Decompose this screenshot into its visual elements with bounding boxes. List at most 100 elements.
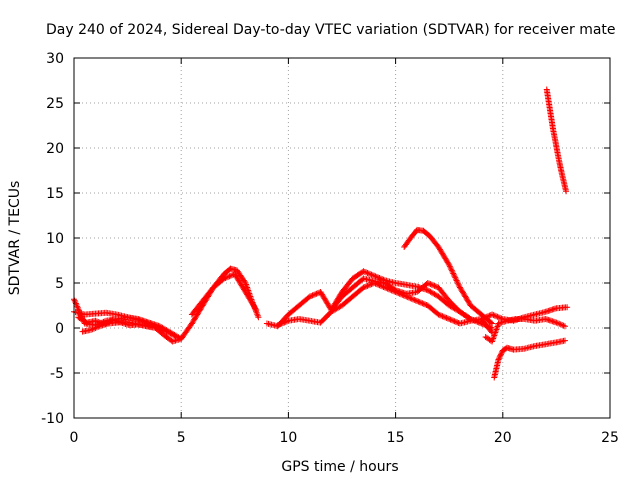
y-tick-label: -5 — [50, 366, 64, 382]
data-point — [494, 313, 501, 320]
data-point — [496, 355, 503, 362]
data-point — [430, 282, 437, 289]
data-point — [223, 274, 230, 281]
y-tick-label: 10 — [46, 231, 64, 247]
data-point — [367, 281, 374, 288]
x-tick-label: 0 — [70, 430, 79, 446]
data-point — [316, 319, 323, 326]
data-point — [483, 313, 490, 320]
data-point — [254, 312, 261, 319]
data-point — [326, 310, 333, 317]
data-point — [280, 320, 287, 327]
data-point — [73, 301, 80, 308]
data-point — [312, 291, 319, 298]
data-point — [415, 298, 422, 305]
data-point — [103, 320, 110, 327]
data-point — [410, 296, 417, 303]
data-point — [112, 311, 119, 318]
x-tick-label: 10 — [279, 430, 297, 446]
data-point — [444, 259, 451, 266]
grid-lines — [74, 58, 610, 418]
data-point — [240, 286, 247, 293]
data-point — [560, 322, 567, 329]
data-point — [391, 286, 398, 293]
data-point — [377, 275, 384, 282]
data-point — [308, 292, 315, 299]
data-point — [164, 329, 171, 336]
data-point — [365, 270, 372, 277]
data-point — [151, 324, 158, 331]
series-track-h — [328, 275, 474, 322]
data-point — [158, 330, 165, 337]
data-point — [448, 267, 455, 274]
data-point — [419, 300, 426, 307]
data-point — [358, 277, 365, 284]
data-point — [376, 275, 383, 282]
data-point — [554, 320, 561, 327]
data-point — [391, 279, 398, 286]
data-point — [347, 277, 354, 284]
data-point — [225, 273, 232, 280]
data-point — [171, 332, 178, 339]
x-tick-label: 20 — [494, 430, 512, 446]
data-point — [358, 269, 365, 276]
data-point — [281, 319, 288, 326]
data-point — [208, 286, 215, 293]
data-point — [95, 323, 102, 330]
data-point — [490, 312, 497, 319]
data-point — [251, 304, 258, 311]
data-point — [482, 314, 489, 321]
data-point — [466, 299, 473, 306]
data-point — [496, 353, 503, 360]
data-point — [218, 277, 225, 284]
data-point — [559, 322, 566, 328]
data-point — [530, 311, 537, 318]
data-point — [254, 311, 261, 318]
data-point — [418, 299, 425, 306]
y-tick-label: 0 — [55, 321, 64, 337]
data-point — [187, 323, 194, 330]
y-tick-label: 25 — [46, 96, 64, 112]
data-point — [426, 280, 433, 287]
y-tick-label: 20 — [46, 141, 64, 157]
data-point — [433, 241, 440, 248]
data-point — [372, 273, 379, 280]
data-point — [74, 304, 81, 311]
data-point — [453, 277, 460, 284]
data-point — [138, 322, 145, 328]
data-point — [361, 268, 368, 275]
data-point — [452, 276, 459, 283]
data-point — [447, 264, 454, 271]
data-point — [123, 313, 130, 320]
data-point — [450, 317, 457, 324]
data-markers — [71, 86, 571, 381]
data-point — [129, 320, 136, 327]
data-point — [166, 329, 173, 336]
data-point — [71, 297, 78, 304]
data-point — [497, 314, 504, 321]
data-point — [493, 313, 500, 320]
data-point — [310, 291, 317, 298]
data-point — [162, 327, 169, 334]
data-point — [495, 358, 502, 364]
data-point — [336, 304, 343, 311]
data-point — [556, 158, 563, 165]
data-point — [377, 282, 384, 289]
data-point — [358, 286, 365, 293]
data-point — [478, 316, 485, 322]
data-point — [277, 321, 284, 328]
data-point — [428, 281, 435, 288]
data-point — [160, 327, 167, 334]
data-point — [240, 277, 247, 284]
data-point — [556, 320, 563, 327]
data-point — [530, 343, 537, 350]
data-point — [283, 313, 290, 320]
data-point — [452, 274, 459, 281]
data-point — [401, 281, 408, 288]
data-point — [501, 346, 508, 353]
chart-title: Day 240 of 2024, Sidereal Day-to-day VTE… — [46, 22, 616, 38]
data-point — [560, 337, 567, 344]
data-point — [487, 327, 494, 334]
data-point — [367, 271, 374, 278]
data-point — [549, 125, 556, 132]
